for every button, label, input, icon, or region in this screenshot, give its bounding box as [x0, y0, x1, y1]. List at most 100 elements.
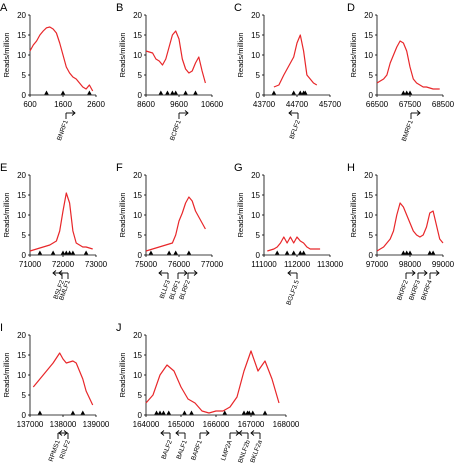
gene-label: BMRF1	[401, 119, 415, 142]
marker-triangle	[154, 410, 159, 415]
panel-letter: B	[116, 2, 123, 14]
y-tick-label: 10	[17, 211, 26, 220]
gene-arrow-head	[160, 430, 165, 436]
x-tick-label: 43700	[253, 100, 276, 109]
gene-label: BARF1	[190, 439, 204, 461]
y-tick-label: 20	[17, 11, 26, 20]
panel-a: A Reads/million 0 5 10 15 20 600 1600 2600 BNRF1	[0, 2, 105, 142]
y-tick-label: 0	[138, 91, 143, 100]
marker-triangle	[70, 250, 76, 255]
y-tick-label: 10	[251, 211, 260, 220]
x-tick-label: 66500	[366, 100, 389, 109]
marker-triangle	[427, 250, 432, 255]
y-tick-label: 0	[369, 91, 374, 100]
series-line	[145, 30, 206, 84]
y-axis-label: Reads/million	[2, 352, 11, 397]
y-tick-label: 10	[133, 371, 142, 380]
gene-arrow-head	[193, 270, 198, 276]
marker-triangle	[189, 410, 194, 415]
y-tick-label: 5	[138, 231, 143, 240]
y-tick-label: 20	[364, 171, 373, 180]
y-tick-label: 10	[364, 211, 373, 220]
x-tick-label: 165000	[168, 420, 195, 429]
gene-arrow-head	[58, 270, 63, 276]
panel-i: I Reads/million 0 5 10 15 20 137000 138000 139000…	[0, 322, 110, 463]
y-tick-label: 15	[364, 191, 373, 200]
panel-letter: I	[0, 322, 3, 334]
panel-letter: F	[116, 162, 123, 174]
gene-arrow-head	[58, 430, 63, 436]
series-line	[145, 350, 280, 414]
marker-triangle	[158, 90, 164, 95]
x-tick-label: 164000	[133, 420, 160, 429]
marker-triangle	[173, 90, 178, 95]
y-tick-label: 5	[369, 71, 374, 80]
y-tick-label: 10	[17, 51, 26, 60]
marker-triangle	[83, 250, 89, 255]
y-tick-label: 5	[256, 231, 261, 240]
marker-triangle	[186, 250, 192, 255]
y-tick-label: 0	[22, 411, 27, 420]
x-tick-label: 9600	[170, 100, 188, 109]
x-tick-label: 10600	[201, 100, 224, 109]
y-tick-label: 20	[133, 171, 142, 180]
gene-arrow-head	[287, 270, 292, 276]
x-tick-label: 167000	[238, 420, 265, 429]
gene-label: BKRF4	[420, 279, 434, 301]
marker-triangle	[301, 250, 306, 255]
x-tick-label: 168000	[273, 420, 300, 429]
panel-j: J Reads/million 0 5 10 15 20 164000 165000 166000…	[116, 322, 300, 464]
y-tick-label: 5	[22, 231, 27, 240]
marker-triangle	[60, 250, 66, 255]
y-tick-label: 0	[256, 91, 261, 100]
x-tick-label: 113000	[317, 260, 344, 269]
marker-triangle	[183, 90, 188, 95]
gene-arrow-head	[238, 430, 243, 436]
marker-triangle	[430, 250, 436, 255]
panel-d: D Reads/million 0 5 10 15 20 66500 67500 68500 BMR…	[347, 2, 455, 142]
marker-triangle	[60, 90, 66, 95]
marker-triangle	[284, 250, 290, 255]
series-line	[29, 26, 94, 92]
x-tick-label: 71000	[19, 260, 42, 269]
x-tick-label: 72000	[52, 260, 75, 269]
y-tick-label: 15	[17, 31, 26, 40]
y-tick-label: 15	[133, 31, 142, 40]
panel-letter: G	[234, 162, 243, 174]
y-tick-label: 5	[138, 71, 143, 80]
marker-triangle	[401, 250, 406, 255]
x-tick-label: 137000	[17, 420, 44, 429]
gene-arrow-head	[416, 110, 421, 116]
marker-triangle	[157, 410, 163, 415]
gene-arrow-head	[423, 270, 428, 276]
x-tick-label: 68500	[432, 100, 455, 109]
y-tick-label: 20	[133, 331, 142, 340]
marker-triangle	[173, 250, 178, 255]
y-axis-label: Reads/million	[236, 192, 245, 237]
x-tick-label: 8600	[137, 100, 155, 109]
y-tick-label: 5	[22, 71, 27, 80]
series-line	[273, 34, 318, 88]
marker-triangle	[193, 90, 198, 95]
marker-triangle	[37, 250, 43, 255]
y-axis-label: Reads/million	[349, 32, 358, 77]
gene-arrow-head	[205, 430, 210, 436]
marker-triangle	[247, 410, 252, 415]
x-tick-label: 45700	[319, 100, 342, 109]
panel-c: C Reads/million 0 5 10 15 20 43700 44700 45700 BFL…	[234, 2, 342, 140]
y-axis-label: Reads/million	[2, 192, 11, 237]
marker-triangle	[275, 250, 280, 255]
y-tick-label: 10	[251, 51, 260, 60]
marker-triangle	[250, 410, 255, 415]
series-line	[32, 352, 94, 406]
marker-triangle	[80, 410, 85, 415]
y-tick-label: 15	[251, 191, 260, 200]
y-tick-label: 5	[138, 391, 143, 400]
series-line	[29, 192, 93, 252]
gene-label: BFLF2	[289, 119, 302, 140]
x-tick-label: 76000	[168, 260, 191, 269]
gene-arrow-head	[250, 430, 255, 436]
marker-triangle	[271, 90, 277, 95]
